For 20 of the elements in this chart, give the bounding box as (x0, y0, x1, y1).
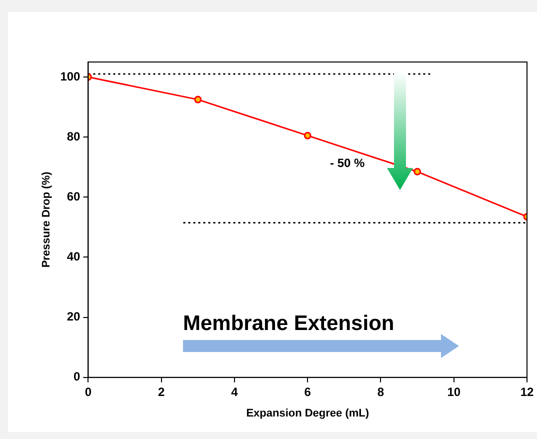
annotation: Membrane Extension (183, 312, 394, 336)
y-axis-title: Pressure Drop (%) (40, 171, 53, 268)
point (194, 96, 202, 104)
point (304, 132, 312, 140)
x-tick-label: 6 (304, 384, 312, 399)
x-tick-label: 8 (377, 384, 384, 399)
point (414, 168, 422, 176)
y-tick-label: 60 (66, 189, 81, 204)
annotation: - 50 % (330, 156, 365, 170)
x-tick-label: 4 (231, 384, 238, 399)
x-tick-label: 10 (447, 384, 461, 399)
x-tick-label: 0 (84, 384, 92, 399)
y-tick-label: 100 (60, 69, 81, 84)
y-tick-label: 80 (66, 129, 81, 144)
x-tick-label: 12 (520, 384, 534, 399)
y-tick-label: 20 (66, 310, 81, 324)
y-tick-label: 0 (74, 370, 81, 384)
y-tick-label: 40 (66, 250, 81, 264)
x-tick-label: 2 (158, 384, 166, 399)
x-axis-title: Expansion Degree (mL) (246, 407, 370, 420)
